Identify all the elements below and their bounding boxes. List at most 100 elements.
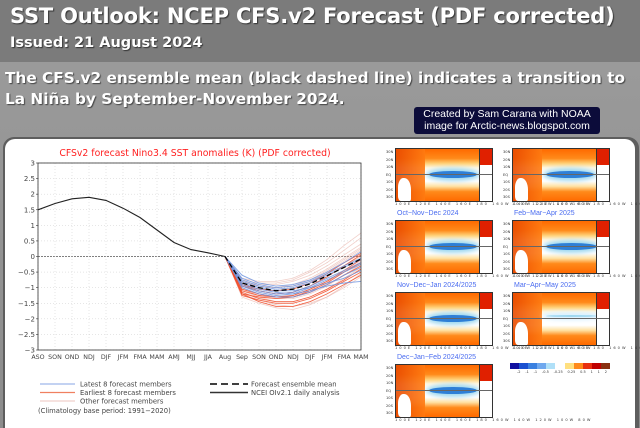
credit-line-2: image for Arctic-news.blogspot.com xyxy=(424,120,590,132)
map-lat-tick: 10N xyxy=(386,309,394,313)
map-lon-ticks: 100E 120E 140E 160E 180 160W 140W 120W 1… xyxy=(512,202,640,206)
map-lat-tick: 10N xyxy=(503,309,511,313)
map-lat-tick: 20S xyxy=(503,259,510,264)
map-lat-tick: EQ xyxy=(386,172,392,177)
colorbar-label: 1 xyxy=(590,370,593,374)
map-equator-line xyxy=(513,174,609,176)
colorbar-swatch xyxy=(573,363,583,369)
colorbar-swatch xyxy=(582,363,592,369)
ensemble-mean-line xyxy=(224,256,362,292)
x-tick-label: Sep xyxy=(236,354,248,361)
map-land xyxy=(397,321,412,345)
x-tick-label: DJF xyxy=(101,354,112,361)
chart-legend: Latest 8 forecast members Earliest 8 for… xyxy=(38,381,340,416)
issued-date: Issued: 21 August 2024 xyxy=(10,35,203,51)
colorbar-label: -2 xyxy=(517,370,521,374)
x-tick-label: DJF xyxy=(305,354,316,361)
map-lat-tick: 20S xyxy=(386,259,393,264)
page-title: SST Outlook: NCEP CFS.v2 Forecast (PDF c… xyxy=(10,4,615,28)
earliest-member-line xyxy=(224,256,362,303)
colorbar-label: 2 xyxy=(604,370,607,374)
map-equator-line xyxy=(396,174,492,176)
map-lat-tick: 30S xyxy=(503,195,510,199)
y-tick-label: 2 xyxy=(31,191,35,199)
y-tick-label: −3 xyxy=(25,347,35,355)
colorbar-swatch xyxy=(591,363,601,369)
sst-anomaly-map xyxy=(395,148,493,202)
nino34-chart: CFSv2 forecast Nino3.4 SST anomalies (K)… xyxy=(18,148,369,416)
x-tick-label: NDJ xyxy=(287,354,299,361)
map-land xyxy=(397,393,412,417)
colorbar-swatch xyxy=(600,363,611,369)
map-equator-line xyxy=(513,318,609,320)
map-cold-tongue xyxy=(428,170,477,179)
sst-anomaly-map xyxy=(395,364,493,418)
map-lat-tick: EQ xyxy=(386,388,392,393)
map-ne-warm xyxy=(480,365,492,381)
sst-anomaly-map xyxy=(512,220,610,274)
colorbar-swatch xyxy=(555,363,565,369)
map-lat-tick: 30N xyxy=(386,366,394,370)
map-land xyxy=(514,249,529,273)
x-tick-label: MJJ xyxy=(186,354,195,361)
map-title: Dec−Jan−Feb 2024/2025 xyxy=(397,354,477,361)
map-lat-tick: 10S xyxy=(386,396,393,400)
colorbar-label: -1 xyxy=(525,370,529,374)
x-tick-label: SON xyxy=(48,354,62,361)
y-tick-label: −0.5 xyxy=(18,269,35,277)
colorbar-swatch xyxy=(546,363,556,369)
x-tick-label: Aug xyxy=(219,354,231,361)
map-ne-warm xyxy=(597,149,609,165)
colorbar-swatch xyxy=(564,363,574,369)
map-lat-tick: 10N xyxy=(503,237,511,241)
map-land xyxy=(514,321,529,345)
map-lat-tick: 30S xyxy=(386,411,393,415)
map-ne-warm xyxy=(597,221,609,237)
y-axis-ticks: 3 2.5 2 1.5 1 0.5 0 −0.5 −1 −1.5 −2 −2.5 −3 xyxy=(18,160,38,355)
map-equator-line xyxy=(513,246,609,248)
y-tick-label: −2.5 xyxy=(18,331,35,339)
x-tick-label: JFM xyxy=(321,354,333,361)
x-axis-ticks: ASO SON OND NDJ DJF JFM FMA MAM AMJ MJJ JJA Aug Sep S… xyxy=(31,354,368,361)
x-tick-label: MAM xyxy=(149,354,164,361)
map-cold-tongue xyxy=(428,386,477,395)
map-equator-line xyxy=(396,318,492,320)
colorbar xyxy=(510,363,611,369)
x-tick-label: FMA xyxy=(133,354,147,361)
map-lon-ticks: 100E 120E 140E 160E 180 160W 140W 120W 1… xyxy=(395,274,593,278)
colorbar-swatch xyxy=(528,363,538,369)
chart-grid xyxy=(37,162,362,351)
earliest-member-line xyxy=(224,256,362,307)
map-cold-tongue xyxy=(545,314,598,317)
latest-member-line xyxy=(224,256,362,292)
legend-label-earliest: Earliest 8 forecast members xyxy=(80,389,176,397)
y-tick-label: 2.5 xyxy=(24,175,35,183)
colorbar-swatch xyxy=(537,363,547,369)
y-tick-label: 0 xyxy=(31,253,35,261)
y-tick-label: −2 xyxy=(25,315,35,323)
forecast-maps: 100E 120E 140E 160E 180 160W 140W 120W 1… xyxy=(383,146,640,426)
others-member-line xyxy=(224,256,362,310)
map-lat-tick: 30N xyxy=(386,150,394,154)
map-lat-tick: 20N xyxy=(386,301,394,306)
map-lat-tick: EQ xyxy=(503,316,509,321)
map-lat-tick: 20N xyxy=(386,157,394,162)
map-lat-tick: 20S xyxy=(503,331,510,336)
colorbar-label: -1 xyxy=(533,370,538,374)
map-lat-tick: 30S xyxy=(386,339,393,343)
map-lon-ticks: 100E 120E 140E 160E 180 160W 140W 120W 1… xyxy=(395,418,593,422)
colorbar-label: -0.5 xyxy=(541,370,549,374)
map-title: Feb−Mar−Apr 2025 xyxy=(514,210,575,217)
legend-label-observed: NCEI OIv2.1 daily analysis xyxy=(251,389,340,397)
colorbar-label: -0.25 xyxy=(553,370,563,374)
sst-anomaly-map xyxy=(512,292,610,346)
latest-member-line xyxy=(224,256,362,289)
x-tick-label: ASO xyxy=(31,354,44,361)
map-lat-tick: 20S xyxy=(386,403,393,408)
map-lat-tick: 30N xyxy=(386,222,394,226)
map-lat-tick: 20S xyxy=(386,331,393,336)
map-ne-warm xyxy=(480,149,492,165)
map-lat-tick: 20N xyxy=(503,301,511,306)
latest-members-lines xyxy=(224,251,362,298)
map-title: Mar−Apr−May 2025 xyxy=(514,282,576,289)
